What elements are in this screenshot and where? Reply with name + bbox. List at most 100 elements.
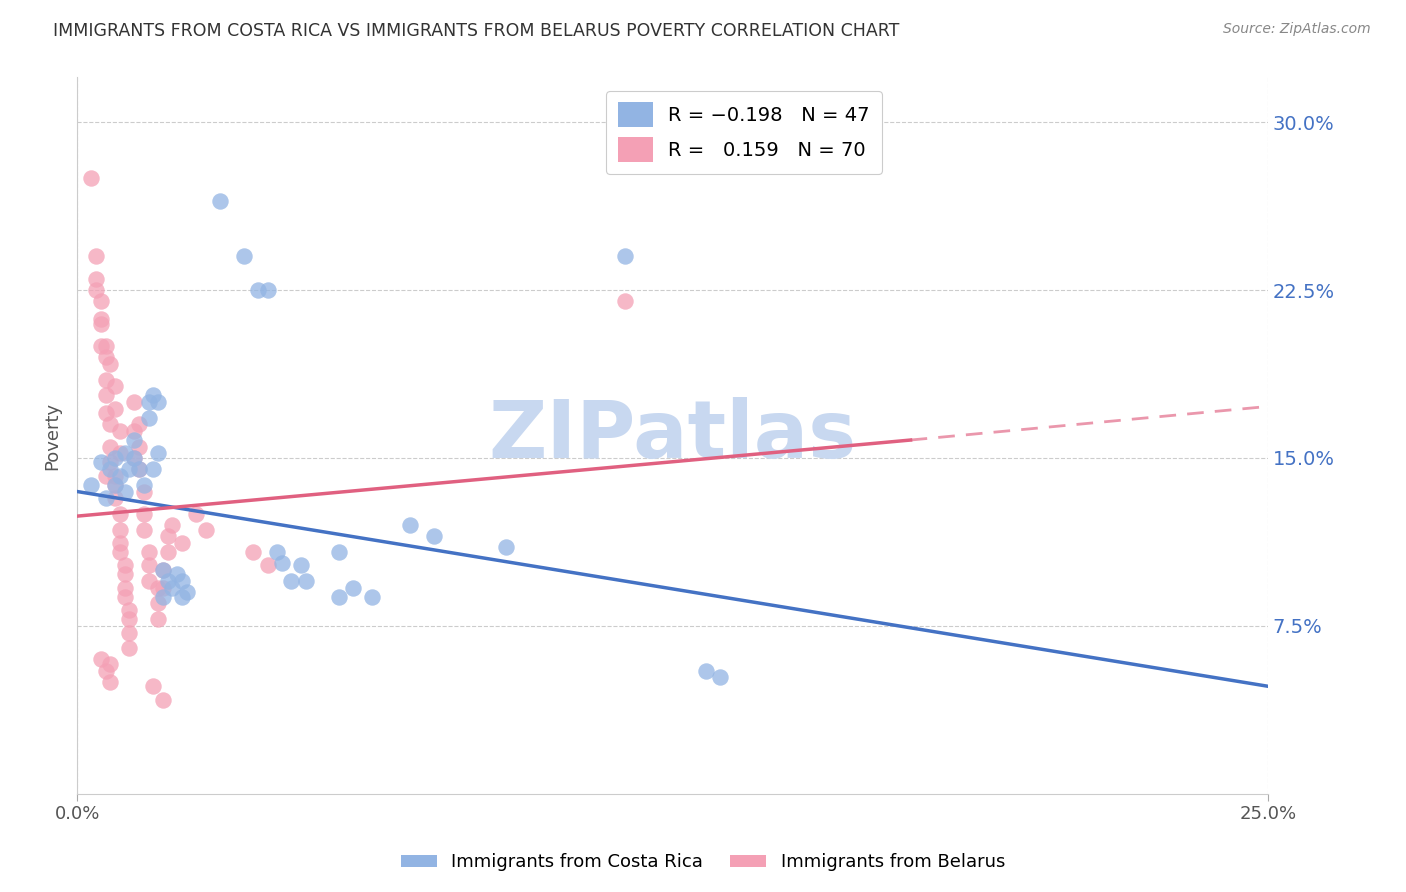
Point (138, 545, 160, 559)
Point (208, 194, 231, 208)
Point (118, 603, 141, 617)
Point (156, 529, 179, 543)
Point (114, 484, 136, 499)
Point (108, 545, 131, 559)
Point (613, 250, 636, 264)
Legend: Immigrants from Costa Rica, Immigrants from Belarus: Immigrants from Costa Rica, Immigrants f… (394, 847, 1012, 879)
Point (152, 590, 174, 604)
Point (114, 567, 136, 582)
Point (270, 556, 292, 570)
Point (162, 518, 184, 533)
Legend: R = −0.198   N = 47, R =   0.159   N = 70: R = −0.198 N = 47, R = 0.159 N = 70 (606, 91, 882, 174)
Point (114, 558, 136, 573)
Point (84, 283, 107, 297)
Point (94, 373, 117, 387)
Point (146, 446, 169, 460)
Point (294, 574, 316, 588)
Point (100, 417, 122, 432)
Point (104, 379, 127, 393)
Point (104, 477, 127, 491)
Point (108, 424, 131, 438)
Point (122, 450, 145, 465)
Point (138, 574, 160, 588)
Point (108, 536, 131, 550)
Point (90, 294, 112, 309)
Point (84, 272, 107, 286)
Point (80, 477, 103, 491)
Point (146, 395, 169, 409)
Point (256, 283, 278, 297)
Point (176, 585, 198, 599)
Point (328, 590, 350, 604)
Point (114, 590, 136, 604)
Point (709, 670, 731, 684)
Point (94, 664, 117, 678)
Point (94, 339, 117, 353)
Point (122, 450, 145, 465)
Point (100, 674, 122, 689)
Point (695, 664, 717, 678)
Point (94, 468, 117, 483)
Point (170, 590, 193, 604)
Point (146, 596, 169, 610)
Point (100, 357, 122, 371)
Point (170, 574, 193, 588)
Point (162, 581, 184, 595)
Point (142, 462, 165, 476)
Point (142, 679, 165, 693)
Point (132, 523, 155, 537)
Point (104, 401, 127, 416)
Point (84, 250, 107, 264)
Point (132, 484, 155, 499)
Point (166, 567, 188, 582)
Point (104, 450, 127, 465)
Point (142, 388, 165, 402)
Point (90, 652, 112, 666)
Point (118, 641, 141, 656)
Point (100, 440, 122, 454)
Text: ZIPatlas: ZIPatlas (488, 397, 856, 475)
Point (118, 612, 141, 626)
Point (232, 250, 254, 264)
Point (242, 545, 264, 559)
Point (138, 558, 160, 573)
Point (152, 692, 174, 706)
Point (118, 625, 141, 640)
Point (94, 350, 117, 364)
Point (100, 657, 122, 671)
Point (108, 523, 131, 537)
Point (280, 574, 302, 588)
Point (80, 171, 103, 186)
Point (128, 440, 150, 454)
Point (90, 312, 112, 326)
Point (328, 545, 350, 559)
Point (128, 417, 150, 432)
Point (100, 462, 122, 476)
Point (94, 406, 117, 420)
Point (90, 317, 112, 331)
Point (138, 410, 160, 425)
Point (108, 446, 131, 460)
Point (114, 446, 136, 460)
Point (108, 507, 131, 521)
Point (146, 612, 169, 626)
Point (266, 545, 288, 559)
Point (104, 491, 127, 506)
Point (152, 581, 174, 595)
Point (122, 433, 145, 447)
Point (94, 388, 117, 402)
Point (156, 574, 179, 588)
Point (122, 395, 145, 409)
Point (186, 507, 208, 521)
Point (108, 468, 131, 483)
Point (122, 424, 145, 438)
Point (170, 536, 193, 550)
Point (94, 491, 117, 506)
Point (118, 462, 141, 476)
Point (256, 558, 278, 573)
Point (194, 523, 217, 537)
Point (290, 558, 312, 573)
Point (104, 477, 127, 491)
Point (423, 529, 446, 543)
Point (90, 339, 112, 353)
